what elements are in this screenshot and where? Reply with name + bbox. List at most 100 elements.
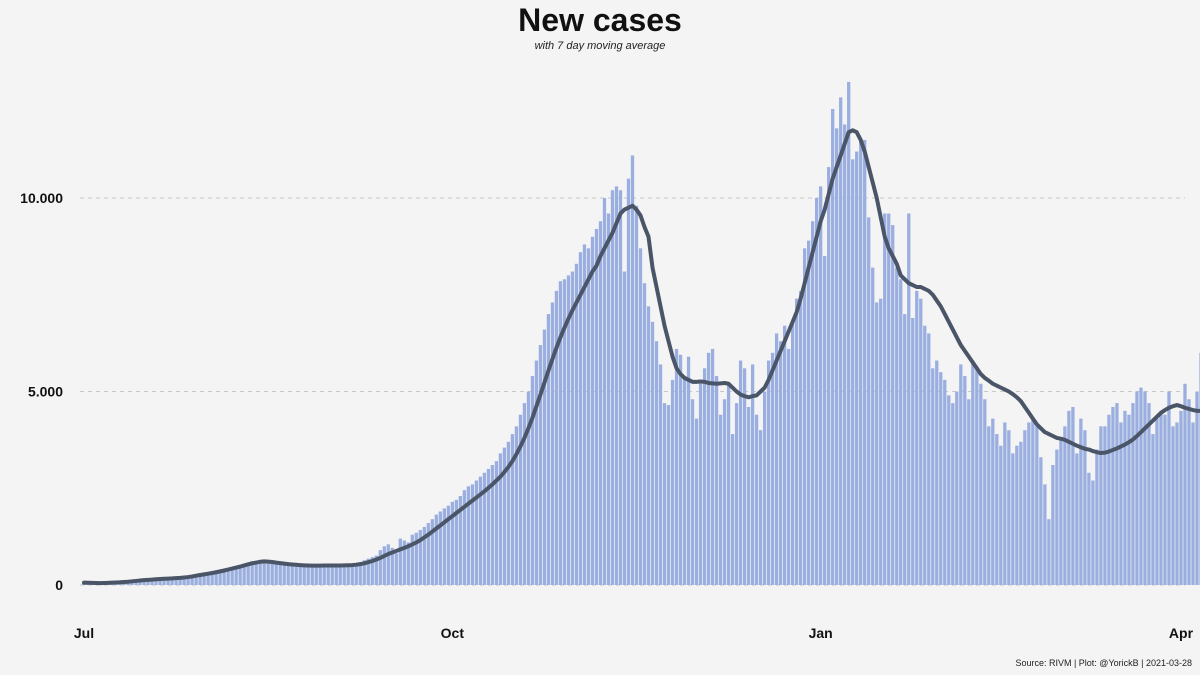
bar xyxy=(210,573,214,585)
bar xyxy=(294,565,298,585)
bar xyxy=(366,558,370,585)
bar xyxy=(891,225,895,585)
bar xyxy=(678,354,683,585)
bar xyxy=(334,567,338,585)
bar xyxy=(710,348,715,585)
bar xyxy=(382,546,386,585)
bar xyxy=(1027,422,1031,585)
bar xyxy=(234,567,238,585)
bar xyxy=(1067,410,1071,585)
bar xyxy=(1131,403,1135,585)
bar xyxy=(506,441,511,585)
bar xyxy=(1071,406,1075,585)
bar xyxy=(186,577,190,585)
bar xyxy=(666,405,671,585)
bar xyxy=(795,298,799,585)
bar xyxy=(698,379,703,585)
bar xyxy=(246,564,250,585)
bar xyxy=(338,565,342,585)
bar xyxy=(542,329,547,585)
x-tick-label: Jul xyxy=(74,625,94,641)
bar xyxy=(522,403,527,585)
bar xyxy=(650,321,655,585)
bar xyxy=(442,508,446,585)
bar xyxy=(1051,465,1055,585)
bar xyxy=(931,368,935,585)
bar xyxy=(895,267,899,585)
bar xyxy=(1107,414,1111,585)
bar xyxy=(478,476,483,585)
bar xyxy=(266,562,270,585)
bar xyxy=(1015,445,1019,585)
bar xyxy=(1087,472,1091,585)
bar xyxy=(1103,426,1107,585)
bar xyxy=(370,557,374,585)
bar xyxy=(819,186,823,585)
bar xyxy=(626,178,631,585)
bar xyxy=(803,248,807,585)
bar xyxy=(658,364,663,585)
bar xyxy=(831,108,835,586)
x-tick-label: Oct xyxy=(441,625,465,641)
bar xyxy=(154,579,158,585)
bar xyxy=(226,569,230,585)
bar xyxy=(907,213,911,586)
bar xyxy=(742,368,747,585)
bar xyxy=(1187,399,1191,585)
bar xyxy=(634,205,639,586)
bar xyxy=(218,571,222,585)
bar xyxy=(278,564,282,585)
bar xyxy=(286,565,290,585)
bar xyxy=(774,333,779,585)
bar xyxy=(1135,391,1139,585)
bar xyxy=(262,560,266,585)
bar xyxy=(670,379,675,585)
bar xyxy=(318,565,322,585)
bar xyxy=(883,213,887,586)
bar xyxy=(807,240,811,585)
bar xyxy=(975,368,979,585)
bar xyxy=(1031,418,1035,585)
bar xyxy=(574,263,579,585)
bar xyxy=(454,499,458,585)
bar xyxy=(967,399,971,585)
bar xyxy=(674,348,679,585)
bar xyxy=(947,395,951,585)
source-caption: Source: RIVM | Plot: @YorickB | 2021-03-… xyxy=(1015,658,1192,668)
bar xyxy=(594,228,599,585)
bar xyxy=(1079,418,1083,585)
bar xyxy=(290,565,294,585)
bar xyxy=(610,190,615,585)
bar xyxy=(750,364,755,585)
bar xyxy=(1099,426,1103,585)
bar xyxy=(847,81,851,586)
bar xyxy=(782,325,787,585)
bar xyxy=(194,575,198,585)
bar xyxy=(538,345,543,585)
bar xyxy=(726,383,731,585)
bar xyxy=(562,279,567,585)
bar xyxy=(214,573,218,585)
bar xyxy=(1167,391,1171,585)
bar xyxy=(1007,430,1011,585)
daily-bars xyxy=(82,81,1200,586)
bar xyxy=(766,360,771,585)
bar xyxy=(1047,519,1051,585)
bar xyxy=(778,341,783,585)
bar xyxy=(1139,387,1143,585)
bar xyxy=(614,186,619,585)
bar xyxy=(1127,414,1131,585)
bar xyxy=(646,306,651,585)
bar xyxy=(282,565,286,585)
bar xyxy=(911,317,915,585)
bar xyxy=(642,283,647,585)
bar xyxy=(815,198,819,585)
bar xyxy=(498,453,503,585)
bar xyxy=(786,348,791,585)
bar xyxy=(871,267,875,585)
bar xyxy=(230,568,234,585)
bar xyxy=(811,221,815,585)
bar xyxy=(702,368,707,585)
bar xyxy=(450,501,454,585)
bar xyxy=(738,360,743,585)
